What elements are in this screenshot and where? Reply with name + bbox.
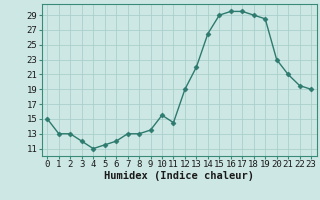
X-axis label: Humidex (Indice chaleur): Humidex (Indice chaleur) bbox=[104, 171, 254, 181]
